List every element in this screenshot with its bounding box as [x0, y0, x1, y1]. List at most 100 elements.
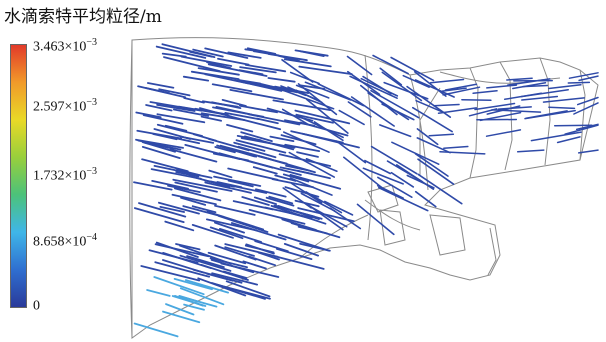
- droplet-trajectory-line: [154, 261, 211, 278]
- droplet-trajectory-line: [191, 223, 234, 239]
- droplet-trajectory-line: [164, 124, 188, 132]
- droplet-trajectory-line: [235, 139, 287, 154]
- droplet-trajectory-line: [197, 67, 240, 76]
- droplet-trajectory-line: [521, 95, 559, 101]
- duct-outer-contour: [131, 37, 599, 339]
- droplet-trajectory-line: [277, 233, 330, 252]
- droplet-trajectory-line: [377, 186, 429, 212]
- droplet-trajectory-line: [269, 135, 295, 143]
- droplet-trajectory-line: [230, 222, 287, 241]
- droplet-trajectory-line: [217, 57, 250, 66]
- droplet-trajectory-line: [214, 244, 257, 261]
- droplet-trajectory-line: [568, 72, 599, 79]
- droplet-trajectory-line: [281, 218, 317, 231]
- droplet-trajectory-line: [158, 88, 191, 97]
- droplet-trajectory-line: [288, 151, 336, 178]
- droplet-trajectory-line: [156, 113, 206, 124]
- droplet-trajectory-line: [213, 175, 262, 187]
- droplet-trajectory-line: [153, 276, 205, 296]
- droplet-trajectory-line: [220, 262, 280, 278]
- droplet-trajectory-line: [295, 113, 334, 124]
- droplet-trajectory-line: [176, 168, 202, 177]
- droplet-trajectory-line: [542, 97, 585, 103]
- droplet-trajectory-line: [239, 66, 277, 74]
- colorbar-tick-max: 3.463×10−3: [33, 37, 98, 55]
- droplet-trajectory-line: [294, 199, 320, 208]
- droplet-trajectory-line: [271, 178, 315, 189]
- droplet-trajectory-line: [227, 167, 279, 181]
- droplet-trajectory-line: [192, 48, 224, 58]
- droplet-trajectory-line: [213, 221, 246, 234]
- duct-upper-edge: [409, 74, 429, 191]
- droplet-trajectory-line: [372, 54, 409, 75]
- droplet-trajectory-line: [287, 211, 311, 220]
- droplet-trajectory-line: [294, 109, 351, 125]
- droplet-trajectory-line: [206, 61, 232, 69]
- droplet-trajectory-line: [289, 177, 333, 196]
- droplet-trajectory-line: [323, 200, 354, 216]
- droplet-trajectory-line: [159, 205, 186, 213]
- colorbar-tick-2: 1.732×10−3: [33, 166, 98, 184]
- droplet-trajectory-line: [203, 179, 236, 188]
- droplet-trajectory-line: [183, 97, 205, 104]
- colorbar-tick-min: 0: [33, 298, 40, 314]
- duct-bottom-edge: [299, 214, 369, 259]
- droplet-trajectory-line: [548, 83, 582, 90]
- cascade-vane-1: [469, 67, 479, 179]
- droplet-trajectory-line: [209, 226, 244, 240]
- droplet-trajectories: [133, 43, 599, 338]
- lower-duct-3: [487, 227, 497, 276]
- droplet-trajectory-line: [224, 246, 255, 257]
- droplet-trajectory-line: [443, 145, 469, 150]
- droplet-trajectory-line: [191, 205, 217, 214]
- droplet-trajectory-line: [214, 283, 271, 300]
- droplet-trajectory-line: [576, 96, 599, 106]
- droplet-trajectory-line: [157, 201, 200, 215]
- droplet-trajectory-line: [133, 207, 185, 224]
- droplet-trajectory-line: [254, 240, 289, 253]
- droplet-trajectory-line: [317, 83, 365, 107]
- droplet-trajectory-line: [564, 124, 599, 135]
- droplet-trajectory-line: [283, 58, 332, 68]
- droplet-trajectory-line: [161, 43, 216, 58]
- droplet-trajectory-line: [439, 151, 486, 155]
- droplet-trajectory-line: [290, 182, 323, 204]
- droplet-trajectory-line: [395, 164, 435, 190]
- droplet-trajectory-line: [151, 179, 190, 190]
- droplet-trajectory-line: [461, 98, 492, 102]
- droplet-trajectory-line: [218, 227, 263, 243]
- colorbar: [10, 44, 27, 308]
- droplet-trajectory-line: [283, 242, 320, 257]
- droplet-trajectory-line: [284, 143, 321, 153]
- droplet-trajectory-line: [214, 204, 256, 216]
- droplet-trajectory-line: [240, 137, 296, 149]
- droplet-trajectory-line: [390, 56, 435, 82]
- droplet-trajectory-line: [335, 140, 367, 164]
- cascade-vane-2: [499, 61, 513, 171]
- droplet-trajectory-line: [486, 84, 518, 89]
- droplet-trajectory-line: [275, 247, 313, 261]
- droplet-trajectory-line: [379, 67, 403, 86]
- droplet-trajectory-line: [390, 171, 415, 188]
- droplet-trajectory-line: [338, 109, 365, 126]
- droplet-trajectory-line: [241, 196, 270, 206]
- droplet-trajectory-line: [211, 83, 253, 93]
- duct-front-edge: [129, 39, 133, 339]
- droplet-trajectory-line: [359, 84, 398, 116]
- droplet-trajectory-line: [297, 83, 338, 116]
- droplet-trajectory-line: [468, 108, 498, 117]
- droplet-trajectory-line: [253, 196, 278, 206]
- duct-geometry-outline: [129, 37, 599, 339]
- droplet-trajectory-line: [237, 145, 277, 159]
- droplet-trajectory-line: [180, 196, 207, 206]
- droplet-trajectory-line: [472, 90, 498, 95]
- duct-inner-wall: [364, 54, 373, 241]
- droplet-trajectory-line: [175, 171, 200, 178]
- droplet-trajectory-line: [370, 145, 418, 175]
- droplet-trajectory-line: [148, 249, 199, 264]
- droplet-trajectory-line: [370, 89, 420, 119]
- droplet-trajectory-line: [257, 82, 285, 91]
- cascade-outer-edge: [579, 69, 586, 161]
- droplet-trajectory-line: [135, 138, 185, 149]
